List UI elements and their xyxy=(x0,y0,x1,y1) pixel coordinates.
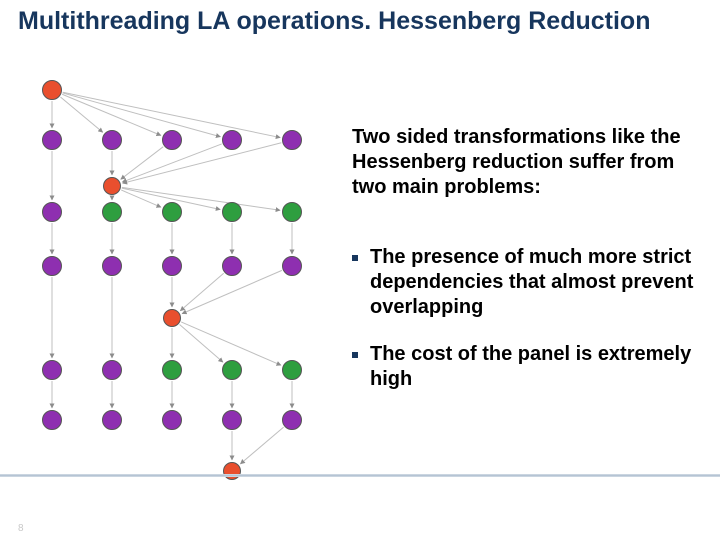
graph-edge xyxy=(122,187,280,210)
graph-edge xyxy=(181,322,281,365)
graph-node xyxy=(222,130,242,150)
graph-node xyxy=(42,202,62,222)
page-number: 8 xyxy=(18,523,24,534)
bullet-text: The cost of the panel is extremely high xyxy=(370,342,700,392)
graph-edge xyxy=(182,270,282,313)
graph-node xyxy=(282,410,302,430)
graph-node xyxy=(103,177,121,195)
graph-node xyxy=(162,130,182,150)
bullet-marker xyxy=(352,352,358,358)
bullet-item: The presence of much more strict depende… xyxy=(352,245,700,320)
graph-node xyxy=(282,256,302,276)
slide-title: Multithreading LA operations. Hessenberg… xyxy=(18,8,702,36)
graph-node xyxy=(102,360,122,380)
bullet-list: The presence of much more strict depende… xyxy=(352,245,700,414)
graph-node xyxy=(282,360,302,380)
graph-edge xyxy=(123,143,282,184)
graph-node xyxy=(222,256,242,276)
graph-edge xyxy=(63,93,221,137)
graph-node xyxy=(282,130,302,150)
graph-edge xyxy=(121,190,161,207)
graph-node xyxy=(162,256,182,276)
graph-node xyxy=(42,410,62,430)
graph-node xyxy=(102,130,122,150)
graph-node xyxy=(102,410,122,430)
graph-node xyxy=(162,410,182,430)
bullet-marker xyxy=(352,255,358,261)
graph-node xyxy=(102,256,122,276)
dependency-graph xyxy=(20,80,330,490)
footer: 8 ICL UT INNOVATIVE COMPUTING LABORATORY… xyxy=(0,477,720,540)
graph-node xyxy=(42,130,62,150)
graph-node xyxy=(222,360,242,380)
intro-text: Two sided transformations like the Hesse… xyxy=(352,125,700,200)
graph-node xyxy=(102,202,122,222)
graph-node xyxy=(162,360,182,380)
graph-node xyxy=(162,202,182,222)
graph-edge xyxy=(121,147,164,180)
graph-edge xyxy=(180,325,223,363)
graph-edge xyxy=(180,273,223,311)
graph-edge xyxy=(60,97,102,132)
graph-node xyxy=(42,80,62,100)
graph-node xyxy=(163,309,181,327)
graph-node xyxy=(42,360,62,380)
graph-edge xyxy=(240,427,283,464)
graph-node xyxy=(222,410,242,430)
graph-node xyxy=(42,256,62,276)
graph-node xyxy=(222,202,242,222)
bullet-text: The presence of much more strict depende… xyxy=(370,245,700,320)
graph-node xyxy=(282,202,302,222)
bullet-item: The cost of the panel is extremely high xyxy=(352,342,700,392)
